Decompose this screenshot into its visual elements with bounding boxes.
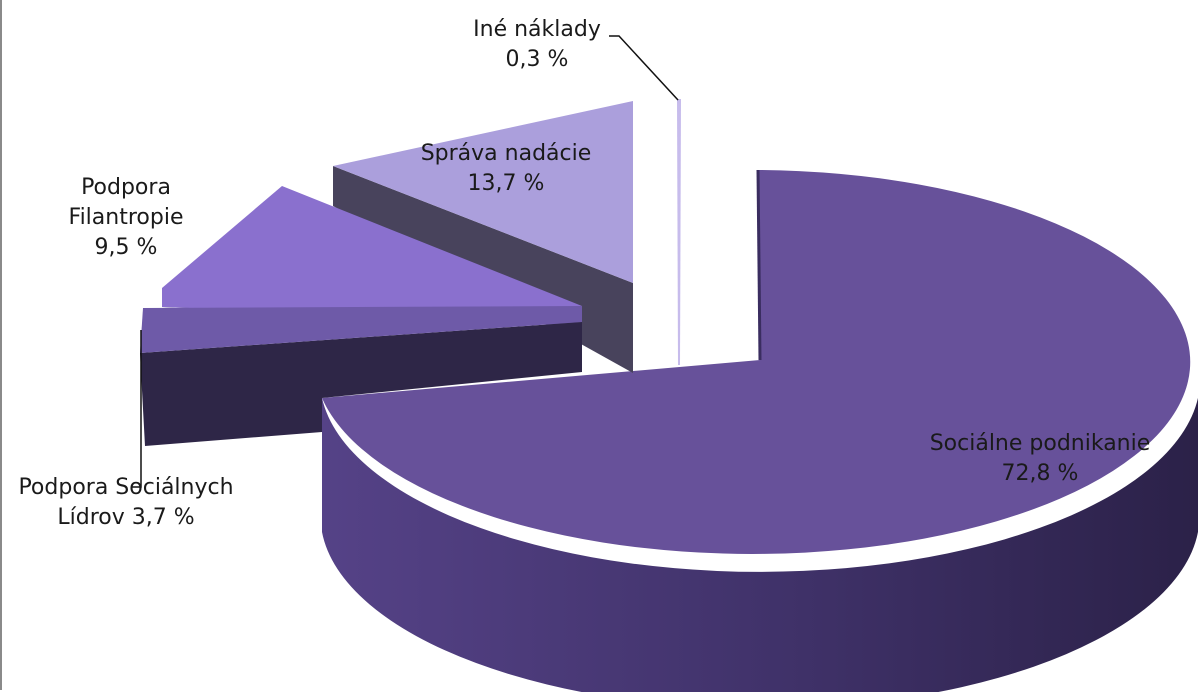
label-sprava-nadacie: Správa nadácie 13,7 % — [421, 141, 592, 196]
slice-side-podpora-socialnych-lidrov — [140, 322, 582, 446]
label-podpora-socialnych-lidrov: Podpora Sociálnych Lídrov 3,7 % — [18, 475, 233, 530]
slice-podpora-socialnych-lidrov — [140, 306, 582, 353]
label-podpora-filantropie: Podpora Filantropie 9,5 % — [69, 175, 184, 260]
slice-side-face — [322, 360, 1198, 692]
slice-socialne-podnikanie — [322, 170, 1191, 554]
slice-cut-edge — [756, 169, 762, 361]
slice-side-socialne-podnikanie — [322, 360, 1198, 692]
slice-podpora-filantropie — [162, 186, 582, 322]
slice-ine-naklady — [677, 99, 681, 365]
slice-sprava-nadacie — [333, 101, 633, 283]
label-ine-naklady: Iné náklady 0,3 % — [473, 17, 601, 72]
slices-layer — [140, 99, 1198, 692]
leader-lines — [131, 35, 679, 488]
leader-line-ine-naklady — [609, 35, 679, 101]
labels-layer: Sociálne podnikanie 72,8 % Podpora Sociáln… — [18, 17, 1150, 530]
label-socialne-podnikanie: Sociálne podnikanie 72,8 % — [930, 431, 1151, 486]
leader-line-podpora-socialnych-lidrov — [131, 330, 142, 488]
